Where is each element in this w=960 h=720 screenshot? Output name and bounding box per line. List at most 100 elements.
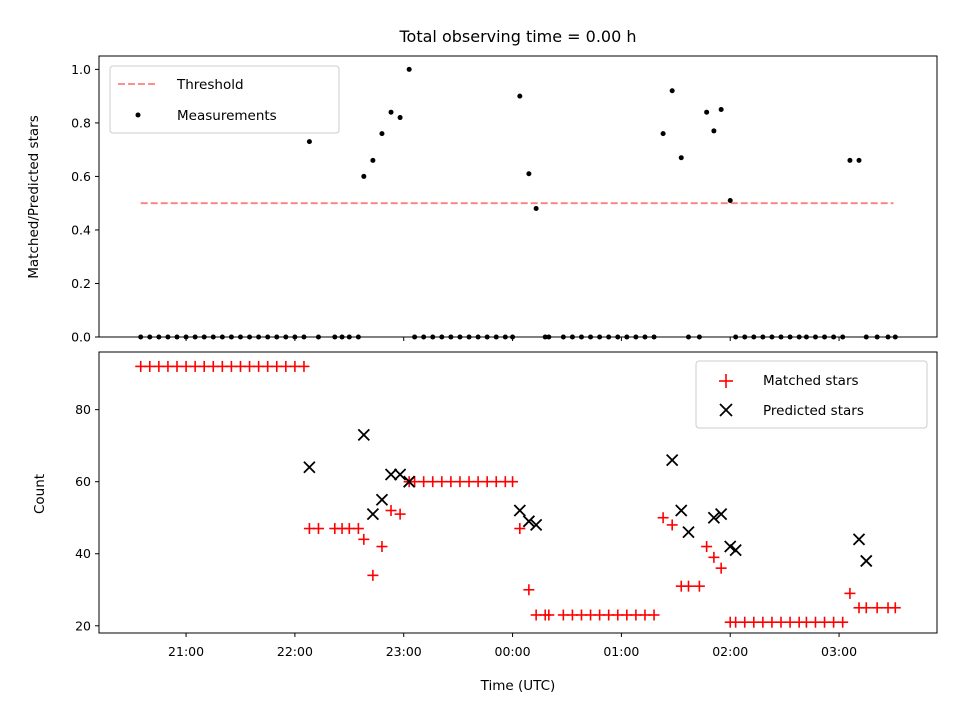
predicted-star-marker bbox=[522, 515, 536, 528]
bottom-x-tick: 01:00 bbox=[603, 633, 639, 659]
bottom-x-tick: 23:00 bbox=[386, 633, 422, 659]
matched-star-marker bbox=[701, 541, 713, 553]
measurement-point bbox=[727, 198, 733, 204]
matched-star-marker bbox=[666, 519, 678, 531]
measurement-point bbox=[379, 131, 385, 137]
measurement-point bbox=[711, 128, 717, 134]
top-frame bbox=[98, 55, 938, 338]
bottom-x-tick: 00:00 bbox=[495, 633, 531, 659]
measurement-point bbox=[397, 115, 403, 121]
top-y-tick: 0.4 bbox=[71, 222, 99, 237]
bottom-x-tick: 02:00 bbox=[712, 633, 748, 659]
bottom-x-tick-label: 02:00 bbox=[712, 644, 748, 659]
measurement-point bbox=[718, 107, 724, 113]
matched-star-marker bbox=[352, 523, 364, 535]
matched-star-marker bbox=[648, 609, 660, 621]
predicted-star-marker bbox=[852, 533, 866, 546]
measurement-point bbox=[669, 88, 675, 94]
predicted-star-marker bbox=[682, 525, 695, 539]
top-y-tick: 0.0 bbox=[71, 330, 99, 345]
matched-star-marker bbox=[543, 609, 555, 621]
top-y-tick-label: 0.8 bbox=[71, 115, 91, 130]
top-legend: Threshold Measurements bbox=[109, 65, 340, 134]
top-y-tick-label: 0.0 bbox=[71, 330, 91, 345]
measurement-point bbox=[847, 157, 853, 163]
matched-star-marker bbox=[358, 533, 370, 545]
bottom-y-tick: 80 bbox=[75, 402, 99, 417]
legend-threshold-label: Threshold bbox=[176, 77, 244, 93]
predicted-star-marker bbox=[666, 453, 679, 467]
bottom-y-tick: 60 bbox=[75, 474, 99, 489]
matched-star-marker bbox=[312, 523, 324, 535]
predicted-star-marker bbox=[513, 504, 526, 517]
bottom-x-tick: 22:00 bbox=[277, 633, 313, 659]
matched-star-marker bbox=[683, 580, 695, 592]
matched-star-marker bbox=[367, 569, 379, 581]
matched-star-marker bbox=[394, 508, 406, 520]
bottom-x-tick-label: 01:00 bbox=[603, 644, 639, 659]
x-axis-label: Time (UTC) bbox=[480, 678, 556, 694]
top-y-tick-label: 0.4 bbox=[71, 222, 91, 237]
predicted-star-marker bbox=[860, 554, 873, 568]
top-axes: 0.0 0.2 0.4 0.6 0.8 1.0 bbox=[71, 55, 938, 345]
bottom-x-tick: 21:00 bbox=[168, 633, 204, 659]
top-y-tick: 1.0 bbox=[71, 62, 99, 77]
bottom-x-tick-label: 22:00 bbox=[277, 644, 313, 659]
measurement-point bbox=[678, 155, 684, 161]
legend-matched-swatch bbox=[719, 374, 733, 388]
bottom-x-tick-label: 03:00 bbox=[821, 644, 857, 659]
top-legend-frame bbox=[109, 65, 340, 134]
bottom-x-tick-label: 21:00 bbox=[168, 644, 204, 659]
top-y-tick: 0.6 bbox=[71, 169, 99, 184]
matched-star-marker bbox=[514, 523, 526, 535]
measurement-point bbox=[361, 173, 367, 179]
measurement-point bbox=[306, 139, 312, 145]
measurement-point bbox=[660, 131, 666, 137]
top-y-tick: 0.2 bbox=[71, 276, 99, 291]
matched-star-marker bbox=[385, 505, 397, 517]
measurement-point bbox=[370, 157, 376, 163]
top-y-tick: 0.8 bbox=[71, 115, 99, 130]
predicted-star-marker bbox=[707, 511, 721, 524]
legend-measurements-label: Measurements bbox=[177, 108, 277, 124]
measurement-point bbox=[526, 171, 532, 177]
matched-star-marker bbox=[657, 512, 669, 524]
matched-star-marker bbox=[693, 580, 705, 592]
bottom-y-tick-label: 80 bbox=[75, 402, 91, 417]
top-y-axis-label: Matched/Predicted stars bbox=[26, 115, 42, 278]
bottom-plot-area bbox=[135, 360, 901, 628]
predicted-star-marker bbox=[729, 544, 742, 557]
bottom-y-tick: 20 bbox=[75, 618, 99, 633]
bottom-x-tick: 03:00 bbox=[821, 633, 857, 659]
matched-star-marker bbox=[523, 584, 535, 596]
predicted-star-marker bbox=[715, 507, 728, 521]
top-y-tick-label: 0.6 bbox=[71, 169, 91, 184]
matched-star-marker bbox=[507, 476, 519, 488]
bottom-x-tick-label: 00:00 bbox=[495, 644, 531, 659]
bottom-y-tick: 40 bbox=[75, 546, 99, 561]
predicted-star-marker bbox=[384, 468, 398, 481]
bottom-y-tick-label: 20 bbox=[75, 618, 91, 633]
predicted-star-marker bbox=[724, 540, 737, 553]
predicted-star-marker bbox=[530, 518, 543, 532]
matched-star-marker bbox=[889, 602, 901, 614]
measurement-point bbox=[533, 206, 539, 212]
measurement-point bbox=[704, 109, 710, 115]
matched-star-marker bbox=[871, 602, 883, 614]
predicted-star-marker bbox=[675, 504, 688, 517]
top-y-tick-label: 1.0 bbox=[71, 62, 91, 77]
matched-star-marker bbox=[376, 541, 388, 553]
top-y-tick-label: 0.2 bbox=[71, 276, 91, 291]
bottom-x-tick-label: 23:00 bbox=[386, 644, 422, 659]
matched-star-marker bbox=[837, 616, 849, 628]
measurement-point bbox=[406, 66, 412, 72]
legend-measurements-swatch bbox=[135, 112, 141, 118]
matched-star-marker bbox=[715, 562, 727, 574]
matched-star-marker bbox=[860, 602, 872, 614]
matched-star-marker bbox=[844, 587, 856, 599]
bottom-y-tick-label: 40 bbox=[75, 546, 91, 561]
legend-predicted-label: Predicted stars bbox=[763, 403, 864, 419]
bottom-frame bbox=[98, 351, 938, 634]
predicted-star-marker bbox=[303, 461, 316, 474]
